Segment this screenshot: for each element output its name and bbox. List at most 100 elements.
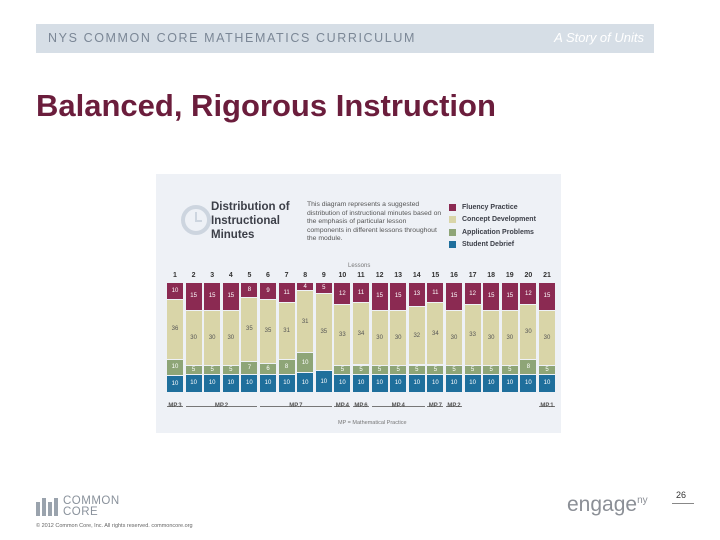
lesson-column: 11 34 5 10 — [353, 283, 369, 393]
segment-fluency: 5 — [315, 283, 332, 293]
segment-application: 5 — [353, 365, 369, 374]
series-label: A Story of Units — [554, 30, 644, 45]
segment-debrief: 10 — [222, 374, 239, 392]
segment-concept: 30 — [501, 310, 518, 365]
mp-bracket — [185, 402, 258, 407]
mp-bracket — [167, 402, 183, 407]
mp-label: MP.3 — [168, 403, 182, 409]
legend-label: Fluency Practice — [462, 203, 518, 211]
segment-application: 5 — [446, 365, 462, 374]
legend-item-application: Application Problems — [449, 226, 536, 239]
lesson-number: 1 — [173, 272, 177, 279]
logo-line-1: COMMON — [63, 495, 120, 507]
segment-concept: 30 — [390, 310, 407, 365]
mp-bracket — [427, 402, 444, 407]
segment-application: 5 — [185, 365, 202, 374]
lesson-number: 19 — [505, 272, 514, 279]
segment-debrief: 10 — [520, 374, 537, 392]
segment-debrief: 10 — [204, 374, 221, 392]
lesson-number: 7 — [284, 272, 289, 279]
segment-concept: 34 — [427, 303, 444, 365]
segment-concept: 30 — [520, 305, 537, 359]
logo-line-2: CORE — [63, 506, 99, 518]
legend-item-debrief: Student Debrief — [449, 239, 536, 252]
segment-debrief: 10 — [241, 374, 258, 392]
segment-fluency: 15 — [539, 283, 555, 310]
mp-bracket — [371, 402, 425, 407]
segment-application: 8 — [520, 360, 537, 374]
lesson-column: 11 34 5 10 — [427, 283, 444, 393]
lesson-column: 15 30 5 10 — [371, 283, 388, 393]
segment-application: 5 — [371, 365, 388, 374]
segment-application: 7 — [241, 361, 258, 374]
segment-concept: 35 — [241, 297, 258, 361]
logo-text: COMMON CORE — [63, 495, 120, 518]
lesson-column: 10 36 10 10 — [167, 283, 183, 393]
mp-label: MP.2 — [214, 403, 229, 409]
segment-fluency: 15 — [446, 283, 462, 310]
segment-concept: 36 — [167, 299, 183, 359]
lesson-number: 14 — [412, 272, 421, 279]
segment-fluency: 11 — [278, 283, 295, 303]
segment-application: 10 — [297, 353, 314, 372]
segment-fluency: 12 — [334, 283, 351, 304]
lesson-number: 9 — [321, 272, 326, 279]
segment-application: 5 — [464, 365, 481, 374]
lesson-column: 15 30 5 10 — [185, 283, 202, 393]
lesson-column: 15 30 5 10 — [446, 283, 462, 393]
segment-debrief: 10 — [464, 374, 481, 392]
lesson-number: 4 — [228, 272, 233, 279]
lesson-number: 21 — [543, 272, 551, 279]
mp-bracket — [539, 402, 555, 407]
mp-label: MP.1 — [540, 403, 554, 409]
segment-application: 5 — [222, 365, 239, 374]
lesson-column: 15 30 5 10 — [483, 283, 500, 393]
figure-description: This diagram represents a suggested dist… — [307, 201, 442, 242]
segment-application: 5 — [501, 365, 518, 374]
segment-application: 5 — [427, 365, 444, 374]
segment-concept: 35 — [315, 294, 332, 370]
segment-debrief: 10 — [185, 374, 202, 392]
segment-debrief: 10 — [353, 374, 369, 392]
mp-label: MP.7 — [289, 403, 303, 409]
lesson-column: 11 31 8 10 — [278, 283, 295, 393]
figure-title: Distribution of Instructional Minutes — [211, 201, 290, 241]
legend-swatch — [449, 203, 456, 211]
lesson-column: 5 35 10 — [315, 283, 332, 393]
legend: Fluency Practice Concept Development App… — [449, 201, 536, 251]
segment-debrief: 10 — [446, 374, 462, 392]
lesson-column: 15 30 5 10 — [204, 283, 221, 393]
engage-text: engage — [567, 493, 638, 516]
lesson-number: 6 — [266, 272, 270, 279]
segment-concept: 31 — [278, 303, 295, 359]
segment-application: 5 — [408, 365, 425, 374]
lesson-number: 16 — [450, 272, 458, 279]
segment-debrief: 10 — [297, 373, 314, 392]
legend-swatch — [449, 216, 456, 224]
legend-swatch — [449, 228, 456, 236]
legend-swatch — [449, 241, 456, 249]
lesson-column: 4 31 10 10 — [297, 283, 314, 393]
lesson-number: 8 — [303, 272, 308, 279]
clock-icon — [181, 205, 211, 235]
lesson-number: 12 — [375, 272, 384, 279]
lesson-number: 10 — [338, 272, 347, 279]
mp-label: MP.6 — [354, 403, 368, 409]
legend-label: Student Debrief — [462, 241, 515, 249]
segment-fluency: 15 — [204, 283, 221, 310]
segment-debrief: 10 — [278, 374, 295, 392]
lesson-number: 18 — [487, 272, 496, 279]
segment-fluency: 11 — [353, 283, 369, 303]
segment-concept: 31 — [297, 291, 314, 352]
logo-bars-icon — [36, 498, 58, 516]
legend-label: Concept Development — [462, 216, 536, 224]
segment-fluency: 15 — [185, 283, 202, 310]
lessons-axis-label: Lessons — [348, 263, 371, 269]
segment-debrief: 10 — [390, 374, 407, 392]
lesson-column: 15 30 5 10 — [539, 283, 555, 393]
legend-item-concept: Concept Development — [449, 214, 536, 227]
segment-fluency: 15 — [371, 283, 388, 310]
segment-concept: 30 — [446, 310, 462, 365]
segment-application: 5 — [390, 365, 407, 374]
page-number-rule — [672, 503, 694, 504]
